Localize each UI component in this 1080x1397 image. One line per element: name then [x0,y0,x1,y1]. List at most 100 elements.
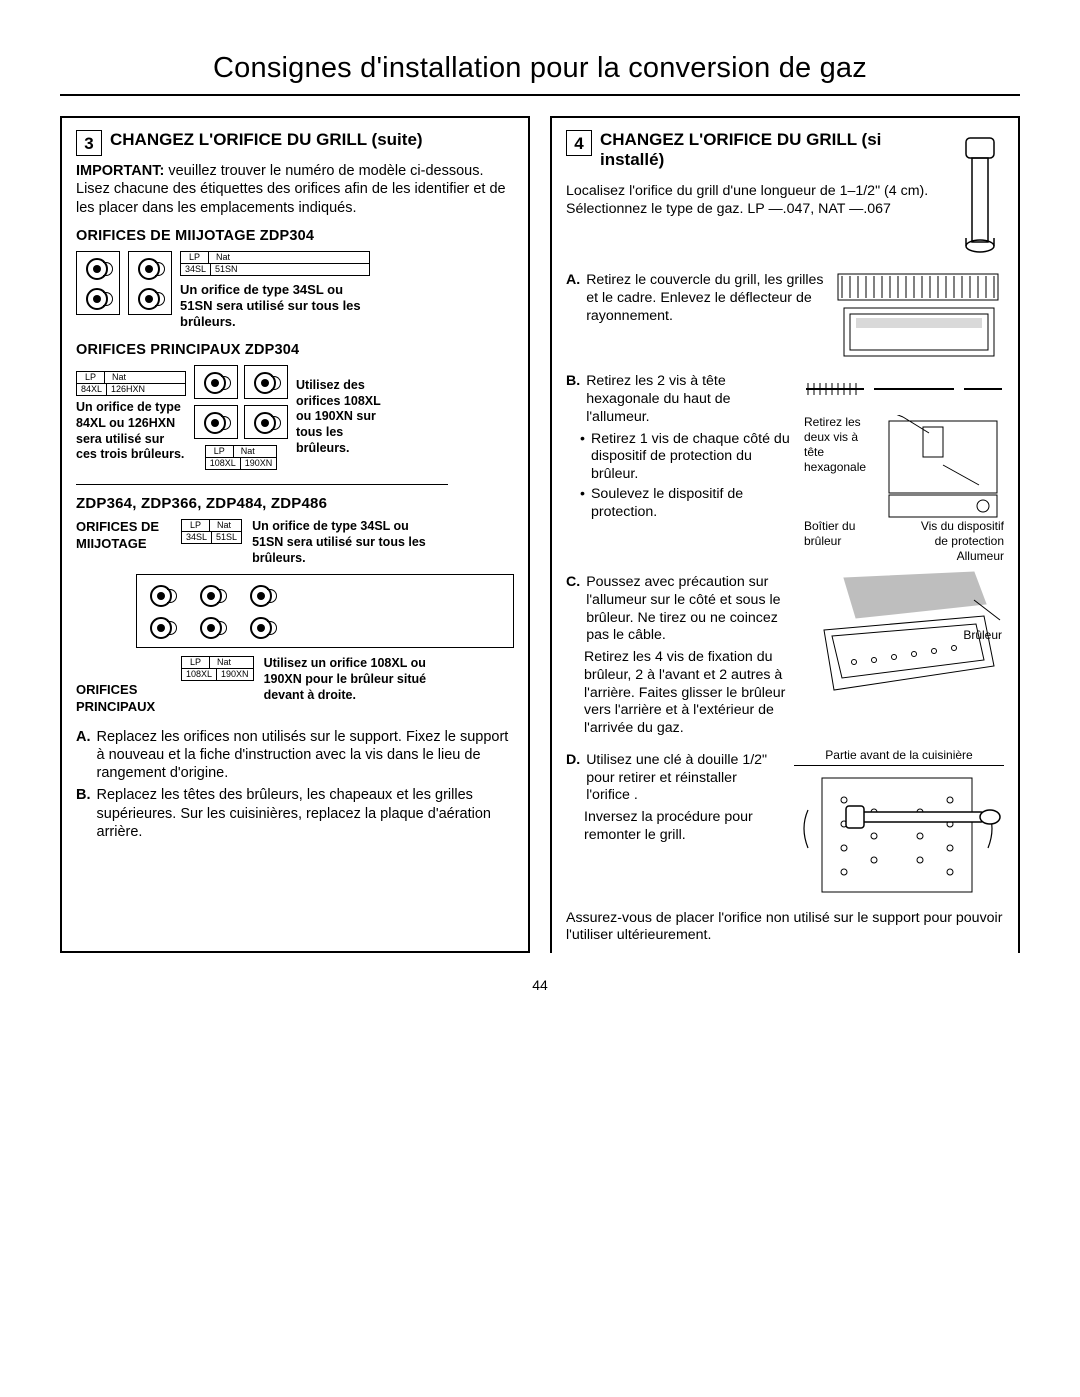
bullet: Retirez 1 vis de chaque côté du disposit… [580,431,794,484]
label-igniter: Allumeur [804,549,1004,564]
cell: Nat [234,446,262,457]
burner-icon [247,585,277,605]
cell: LP [181,252,209,263]
burner-icon [201,412,231,432]
step-c-text2: Retirez les 4 vis de fixation du brûleur… [584,649,794,738]
step-b-row: B.Retirez les 2 vis à tête hexagonale du… [566,369,1004,564]
burner-icon [197,585,227,605]
sec3-caption-top: Un orifice de type 34SL ou 51SN sera uti… [252,519,432,566]
grill-cover-illustration [834,268,1004,363]
sec2-diagram: LP Nat 84XL126HXN Un orifice de type 84XL… [76,365,514,470]
sec3-principaux-row: ORIFICES PRINCIPAUX LPNat 108XL190XN Uti… [76,656,514,716]
step-a-row: A.Retirez le couvercle du grill, les gri… [566,268,1004,363]
letter: A. [76,728,91,782]
sec1-heading: ORIFICES DE MIIJOTAGE ZDP304 [76,227,514,245]
letter: A. [566,272,580,325]
letter: B. [76,786,91,840]
label-burner-box: Boîtier du brûleur [804,519,874,549]
step-title: CHANGEZ L'ORIFICE DU GRILL (si installé) [600,130,946,169]
label-protection-screw: Vis du dispositif de protection [914,519,1004,549]
sec3-burner-grid [136,574,514,648]
letter: D. [566,752,580,805]
cell: Nat [210,657,238,668]
burner-icon [83,258,113,278]
sec3-miijotage-row: ORIFICES DE MIIJOTAGE LPNat 34SL51SL Un … [76,519,514,566]
burner-group [76,251,120,315]
page-title: Consignes d'installation pour la convers… [60,50,1020,86]
burner-group [244,365,288,399]
important-paragraph: IMPORTANT: veuillez trouver le numéro de… [76,162,514,216]
orifice-icon [956,130,1004,260]
left-column: 3 CHANGEZ L'ORIFICE DU GRILL (suite) IMP… [60,116,530,953]
sec2-heading: ORIFICES PRINCIPAUX ZDP304 [76,341,514,359]
step-a-text: Retirez le couvercle du grill, les grill… [586,272,824,325]
burner-group [128,251,172,315]
burner-icon [197,617,227,637]
step-b: B. Replacez les têtes des brûleurs, les … [76,786,514,840]
columns: 3 CHANGEZ L'ORIFICE DU GRILL (suite) IMP… [60,116,1020,953]
bullet-text: Retirez 1 vis de chaque côté du disposit… [591,431,794,484]
right-column: 4 CHANGEZ L'ORIFICE DU GRILL (si install… [550,116,1020,953]
sec3-caption-bottom: Utilisez un orifice 108XL ou 190XN pour … [264,656,434,703]
cell: 34SL [182,532,212,543]
label-hex-screws: Retirez les deux vis à tête hexagonale [804,415,879,525]
letter: B. [566,373,580,426]
burner-icon [251,412,281,432]
step-head-4: 4 CHANGEZ L'ORIFICE DU GRILL (si install… [566,130,946,169]
step-c-text1: Poussez avec précaution sur l'allumeur s… [586,574,794,645]
igniter-illustration [883,415,1003,525]
step-b-intro: Retirez les 2 vis à tête hexagonale du h… [586,373,794,426]
cell: 84XL [77,384,107,395]
sec2-caption-left: Un orifice de type 84XL ou 126HXN sera u… [76,400,186,463]
letter: C. [566,574,580,645]
step-number-box: 4 [566,130,592,156]
sec1-caption: Un orifice de type 34SL ou 51SN sera uti… [180,282,370,331]
step-d-row: D.Utilisez une clé à douille 1/2" pour r… [566,748,1004,906]
burner-icon [251,372,281,392]
sec3-label-bottom: ORIFICES PRINCIPAUX [76,656,171,716]
rail-illustration [804,369,1004,409]
cell: 34SL [181,264,211,275]
step-number-box: 3 [76,130,102,156]
divider [76,484,448,485]
cell: LP [77,372,105,383]
bullet: Soulevez le dispositif de protection. [580,486,794,522]
burner-icon [147,585,177,605]
burner-group [194,405,238,439]
cell: LP [182,520,210,531]
burner-icon [201,372,231,392]
step-a-text: Replacez les orifices non utilisés sur l… [97,728,515,782]
burner-exploded-illustration [804,570,1004,720]
lp-nat-table: LPNat 34SL51SN [180,251,370,276]
burner-group [244,405,288,439]
step-a: A. Replacez les orifices non utilisés su… [76,728,514,782]
cell: Nat [210,520,238,531]
sec2-caption-right: Utilisez des orifices 108XL ou 190XN sur… [296,378,396,456]
burner-icon [147,617,177,637]
cell: 51SL [212,532,241,543]
cell: 190XN [217,669,253,680]
burner-icon [135,258,165,278]
label-front-range: Partie avant de la cuisinière [794,748,1004,766]
cell: 108XL [182,669,217,680]
step-d-text2: Inversez la procédure pour remonter le g… [584,809,784,845]
lp-nat-table: LPNat 108XL190XN [205,445,278,470]
burner-icon [135,288,165,308]
page-number: 44 [60,977,1020,995]
step-d-text1: Utilisez une clé à douille 1/2" pour ret… [586,752,784,805]
bullet-text: Soulevez le dispositif de protection. [591,486,794,522]
step-c-row: C.Poussez avec précaution sur l'allumeur… [566,570,1004,746]
cell: 108XL [206,458,241,469]
lp-nat-table: LPNat 34SL51SL [181,519,242,544]
lp-nat-table: LPNat 108XL190XN [181,656,254,681]
burner-icon [247,617,277,637]
cell: LP [182,657,210,668]
step-title: CHANGEZ L'ORIFICE DU GRILL (suite) [110,130,423,150]
cell: 190XN [241,458,277,469]
step-head-3: 3 CHANGEZ L'ORIFICE DU GRILL (suite) [76,130,514,156]
burner-icon [83,288,113,308]
sec3-label-left: ORIFICES DE MIIJOTAGE [76,519,171,553]
cell: 126HXN [107,384,149,395]
title-rule [60,94,1020,96]
intro-text: Localisez l'orifice du grill d'une longu… [566,183,946,219]
